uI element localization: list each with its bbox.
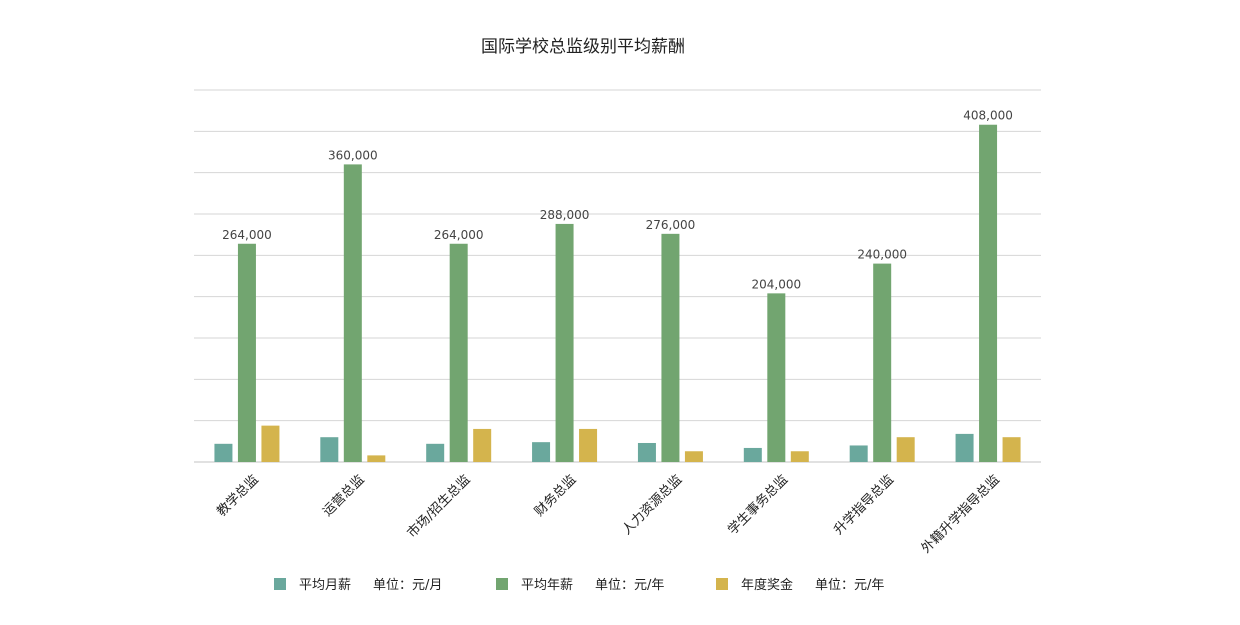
x-tick-label: 教学总监 (214, 472, 262, 520)
x-tick-label: 市场/招生总监 (404, 472, 474, 542)
data-label: 204,000 (752, 277, 802, 291)
bar-平均年薪-教学总监 (237, 243, 256, 462)
bar-平均年薪-外籍升学指导总监 (979, 124, 998, 462)
bar-平均月薪-市场/招生总监 (426, 443, 445, 462)
bar-年度奖金-学生事务总监 (790, 451, 809, 462)
x-tick-label: 运营总监 (320, 472, 367, 519)
bar-平均年薪-运营总监 (343, 164, 362, 462)
bar-平均年薪-人力资源总监 (661, 233, 680, 462)
legend-item: 平均月薪 单位：元/月 (274, 578, 442, 593)
legend-item: 平均年薪 单位：元/年 (496, 578, 664, 593)
data-label: 288,000 (540, 208, 590, 222)
bar-年度奖金-财务总监 (579, 428, 598, 462)
bar-平均月薪-升学指导总监 (849, 445, 868, 462)
data-label: 360,000 (328, 148, 378, 162)
data-label: 408,000 (963, 109, 1013, 123)
legend-unit: 单位：元/年 (595, 578, 664, 593)
data-label: 240,000 (857, 248, 907, 262)
bar-平均年薪-市场/招生总监 (449, 243, 468, 462)
x-tick-label: 升学指导总监 (831, 472, 897, 538)
bar-平均月薪-学生事务总监 (743, 447, 762, 462)
legend-unit: 单位：元/年 (815, 578, 884, 593)
x-axis-tick-labels: 教学总监 运营总监 市场/招生总监 财务总监 人力资源总监 学生事务总监 升学指导总监 外籍升… (214, 472, 1003, 557)
legend-swatch (274, 578, 286, 590)
legend-series-name: 平均年薪 (521, 578, 573, 593)
bar-平均月薪-财务总监 (532, 442, 551, 462)
data-labels: 264,000 360,000 264,000 288,000 276,000 204,0… (222, 109, 1013, 292)
legend-swatch (716, 578, 728, 590)
bars (214, 124, 1021, 462)
x-tick-label: 人力资源总监 (619, 472, 685, 538)
bar-平均月薪-人力资源总监 (637, 442, 656, 462)
bar-年度奖金-市场/招生总监 (473, 428, 492, 462)
bar-年度奖金-人力资源总监 (684, 451, 703, 462)
bar-平均月薪-外籍升学指导总监 (955, 433, 974, 462)
legend-swatch (496, 578, 508, 590)
x-tick-label: 学生事务总监 (725, 472, 791, 538)
bar-年度奖金-外籍升学指导总监 (1002, 437, 1021, 462)
bar-年度奖金-运营总监 (367, 455, 386, 462)
legend: 平均月薪 单位：元/月 平均年薪 单位：元/年 年度奖金 单位：元/年 (274, 577, 884, 593)
bar-年度奖金-教学总监 (261, 425, 280, 462)
data-label: 276,000 (646, 218, 696, 232)
bar-平均年薪-升学指导总监 (873, 263, 892, 462)
bar-平均年薪-学生事务总监 (767, 293, 786, 462)
chart-title: 国际学校总监级别平均薪酬 (481, 37, 685, 57)
legend-item: 年度奖金 单位：元/年 (716, 577, 884, 593)
x-tick-label: 财务总监 (531, 472, 579, 520)
legend-series-name: 平均月薪 (299, 578, 351, 593)
bar-平均月薪-教学总监 (214, 443, 233, 462)
data-label: 264,000 (434, 228, 484, 242)
bar-平均年薪-财务总监 (555, 223, 574, 462)
bar-平均月薪-运营总监 (320, 437, 339, 462)
legend-series-name: 年度奖金 (741, 577, 793, 593)
gridlines (194, 89, 1041, 463)
data-label: 264,000 (222, 228, 272, 242)
legend-unit: 单位：元/月 (373, 578, 442, 593)
x-tick-label: 外籍升学指导总监 (918, 472, 1003, 557)
bar-年度奖金-升学指导总监 (896, 437, 915, 462)
